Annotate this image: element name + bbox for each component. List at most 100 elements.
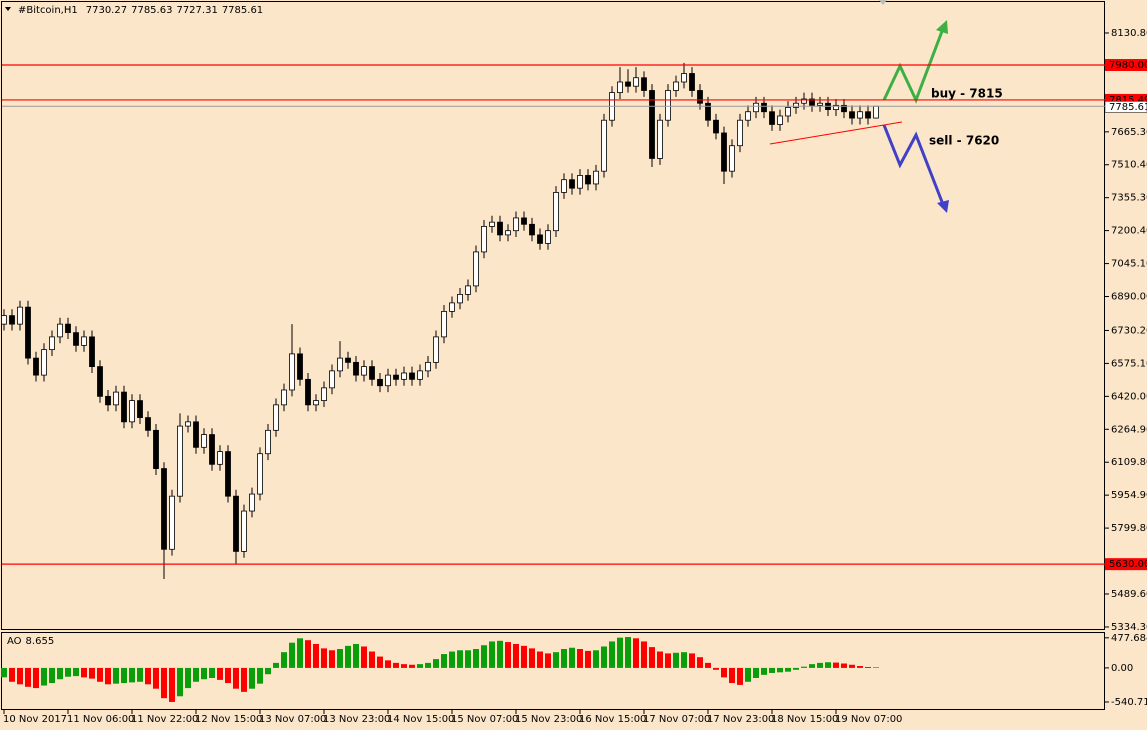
candle-body — [665, 90, 671, 121]
ao-bar — [521, 645, 527, 668]
menu-arrow — [5, 7, 11, 11]
candle-body — [449, 302, 455, 312]
candle-body — [265, 429, 271, 455]
ao-bar — [113, 667, 119, 684]
candle-body — [625, 81, 631, 87]
ao-bar — [793, 667, 799, 670]
ao-bar — [121, 667, 127, 684]
x-tick-label: 15 Nov 23:00 — [515, 714, 582, 725]
candle-body — [313, 400, 319, 406]
ao-bar — [513, 643, 519, 668]
candle-body — [641, 77, 647, 91]
ao-bar — [465, 650, 471, 668]
candle-body — [329, 370, 335, 389]
ao-bar — [73, 667, 79, 677]
candle-body — [745, 111, 751, 121]
y-tick-label: 8130.80 — [1111, 28, 1147, 39]
x-tick-label: 12 Nov 15:00 — [195, 714, 262, 725]
trend-line — [769, 121, 903, 145]
candle-body — [25, 306, 31, 359]
candle-body — [873, 105, 879, 119]
shift-marker — [879, 0, 887, 5]
ao-bar — [409, 664, 415, 668]
candle-body — [817, 102, 823, 106]
ao-bar — [561, 649, 567, 668]
candle-body — [705, 102, 711, 121]
candle-body — [857, 111, 863, 119]
ao-bar — [633, 638, 639, 668]
candle-body — [409, 372, 415, 380]
y-tick-label: 6420.00 — [1111, 391, 1147, 402]
candle-body — [865, 111, 871, 119]
ao-bar — [345, 645, 351, 668]
buy-scenario-arrow — [882, 25, 946, 104]
ao-bar — [313, 643, 319, 668]
ao-bar — [33, 667, 39, 689]
sell-scenario-arrow — [882, 124, 946, 208]
ao-bar — [833, 662, 839, 668]
candle-body — [73, 332, 79, 346]
ao-bar — [329, 650, 335, 668]
ao-bar — [233, 667, 239, 689]
ohlc-open: 7730.27 — [86, 5, 127, 16]
candle-body — [249, 493, 255, 512]
ao-bar — [489, 641, 495, 668]
ao-bar — [697, 657, 703, 668]
ao-bar — [761, 667, 767, 675]
ohlc-close: 7785.61 — [222, 5, 263, 16]
ao-bar — [257, 667, 263, 684]
x-tick-label: 11 Nov 22:00 — [131, 714, 198, 725]
ao-bar — [585, 650, 591, 668]
ao-bar — [865, 666, 871, 668]
ao-bar — [593, 650, 599, 668]
ao-bar — [185, 667, 191, 689]
candle-body — [681, 73, 687, 83]
ao-bar — [705, 662, 711, 668]
ao-bar — [169, 667, 175, 702]
ao-bar — [401, 664, 407, 668]
candle-body — [305, 378, 311, 406]
candle-body — [321, 387, 327, 402]
candle-body — [185, 421, 191, 427]
x-tick-label: 19 Nov 07:00 — [835, 714, 902, 725]
ao-bar — [721, 667, 727, 678]
ao-bar — [825, 662, 831, 668]
ao-bar — [649, 647, 655, 668]
ao-bar — [457, 650, 463, 668]
ao-bar — [265, 667, 271, 675]
y-tick-label: 6575.10 — [1111, 358, 1147, 369]
ao-bar — [361, 646, 367, 668]
candle-body — [737, 119, 743, 147]
ao-bar — [745, 667, 751, 682]
y-tick-label: 7665.30 — [1111, 127, 1147, 138]
ao-bar — [441, 654, 447, 668]
candle-body — [217, 451, 223, 465]
candle-body — [849, 111, 855, 119]
ao-bar — [393, 662, 399, 668]
ao-bar — [841, 663, 847, 668]
ao-bar — [657, 651, 663, 668]
candle-body — [617, 81, 623, 94]
candle-body — [809, 98, 815, 106]
candle-body — [841, 104, 847, 113]
candle-body — [633, 77, 639, 87]
candle-body — [209, 434, 215, 465]
candle-body — [577, 175, 583, 189]
candle-body — [297, 353, 303, 380]
candle-body — [177, 425, 183, 497]
sell-annotation: sell - 7620 — [929, 134, 999, 148]
candle-body — [529, 223, 535, 236]
candle-body — [145, 417, 151, 431]
ao-y-tick-label: 0.00 — [1111, 663, 1133, 674]
level-label: 7815.49 — [1109, 95, 1147, 106]
ao-bar — [601, 646, 607, 668]
indicator-name: AO — [7, 636, 22, 647]
ao-bar — [217, 667, 223, 680]
current-price-box — [1104, 101, 1147, 113]
ao-bar — [25, 667, 31, 687]
ao-bar — [529, 648, 535, 668]
indicator-header: AO 8.655 — [7, 636, 54, 647]
ao-bar — [425, 662, 431, 668]
sell-arrow-head — [937, 200, 949, 213]
